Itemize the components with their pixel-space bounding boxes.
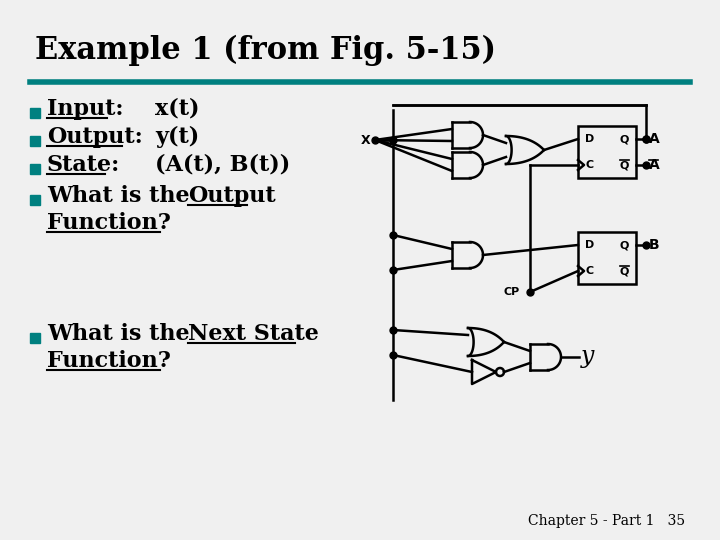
Bar — [30, 136, 40, 146]
Text: CP: CP — [504, 287, 520, 297]
Text: Q: Q — [620, 160, 629, 170]
Text: D: D — [585, 134, 594, 144]
Bar — [578, 126, 636, 178]
Text: Q: Q — [620, 240, 629, 250]
Text: Output: Output — [188, 185, 276, 207]
Bar — [30, 333, 40, 343]
Bar — [578, 232, 636, 284]
Text: Q: Q — [620, 266, 629, 276]
Text: C: C — [585, 160, 593, 170]
Text: Function?: Function? — [47, 350, 171, 372]
Text: Output:: Output: — [47, 126, 143, 148]
Text: Next State: Next State — [188, 323, 319, 345]
Text: A: A — [649, 158, 660, 172]
Text: y: y — [581, 346, 595, 368]
Text: Chapter 5 - Part 1   35: Chapter 5 - Part 1 35 — [528, 514, 685, 528]
Bar — [30, 195, 40, 205]
Text: A: A — [649, 132, 660, 146]
Text: Input:: Input: — [47, 98, 124, 120]
Text: X: X — [361, 133, 370, 146]
Text: (A(t), B(t)): (A(t), B(t)) — [155, 154, 290, 176]
Text: Function?: Function? — [47, 212, 171, 234]
Text: Q: Q — [620, 134, 629, 144]
Text: What is the: What is the — [47, 323, 197, 345]
Text: D: D — [585, 240, 594, 250]
Text: Example 1 (from Fig. 5-15): Example 1 (from Fig. 5-15) — [35, 35, 496, 66]
Text: State:: State: — [47, 154, 120, 176]
Text: B: B — [649, 238, 660, 252]
Text: x(t): x(t) — [155, 98, 199, 120]
Text: What is the: What is the — [47, 185, 197, 207]
Text: y(t): y(t) — [155, 126, 199, 148]
Text: C: C — [585, 266, 593, 276]
Bar — [30, 108, 40, 118]
Bar — [30, 164, 40, 174]
